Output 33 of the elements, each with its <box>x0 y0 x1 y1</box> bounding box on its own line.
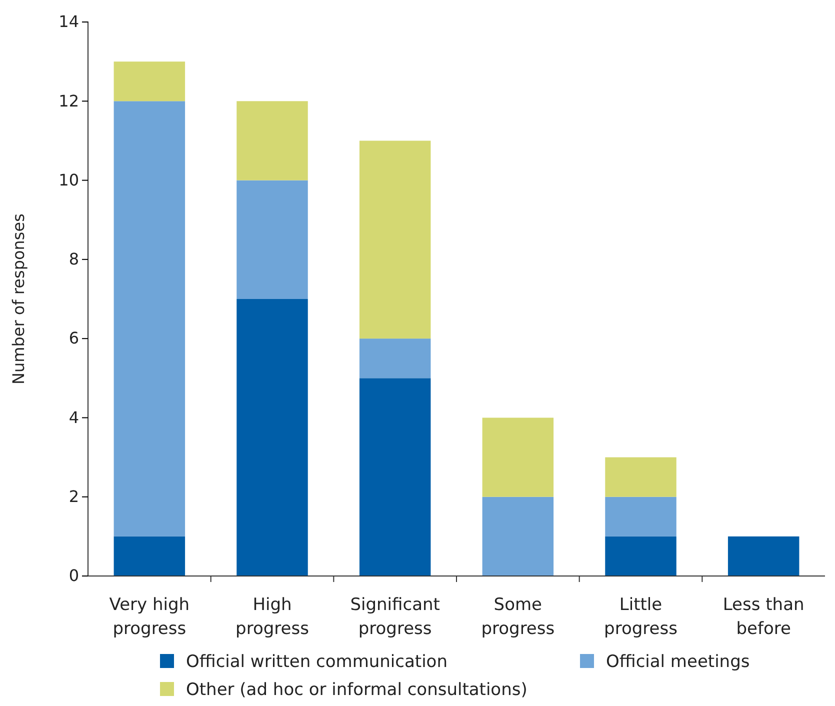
bar <box>114 536 186 576</box>
legend-label: Official meetings <box>606 652 750 672</box>
bar <box>359 338 431 378</box>
bar <box>728 536 800 576</box>
y-tick-label: 14 <box>58 12 79 32</box>
legend-label: Other (ad hoc or informal consultations) <box>186 680 528 700</box>
bar <box>359 140 431 339</box>
x-tick-label: Some progress <box>481 595 555 639</box>
y-tick-label: 0 <box>68 566 79 586</box>
y-tick-label: 4 <box>68 408 79 427</box>
bar <box>482 418 554 497</box>
bar <box>359 378 431 576</box>
bar <box>605 457 676 497</box>
y-tick-label: 8 <box>68 250 79 269</box>
bar <box>605 496 676 536</box>
x-tick-label: Very high progress <box>109 595 190 639</box>
bar <box>605 536 676 576</box>
bar <box>236 180 308 299</box>
y-axis-title: Number of responses <box>9 214 28 384</box>
x-tick-label: Significant progress <box>350 595 440 639</box>
x-tick-label: High progress <box>236 595 310 639</box>
bar <box>114 101 186 536</box>
x-tick-label: Less than before <box>722 595 804 639</box>
bar <box>236 101 308 180</box>
bar <box>114 62 186 102</box>
y-tick-label: 6 <box>68 328 79 348</box>
bar <box>236 299 308 576</box>
y-tick-label: 12 <box>58 91 79 110</box>
bar <box>482 496 554 576</box>
legend-label: Official written communication <box>186 652 448 672</box>
y-tick-label: 10 <box>58 170 79 190</box>
y-tick-label: 2 <box>68 486 79 506</box>
x-tick-label: Little progress <box>604 595 678 639</box>
